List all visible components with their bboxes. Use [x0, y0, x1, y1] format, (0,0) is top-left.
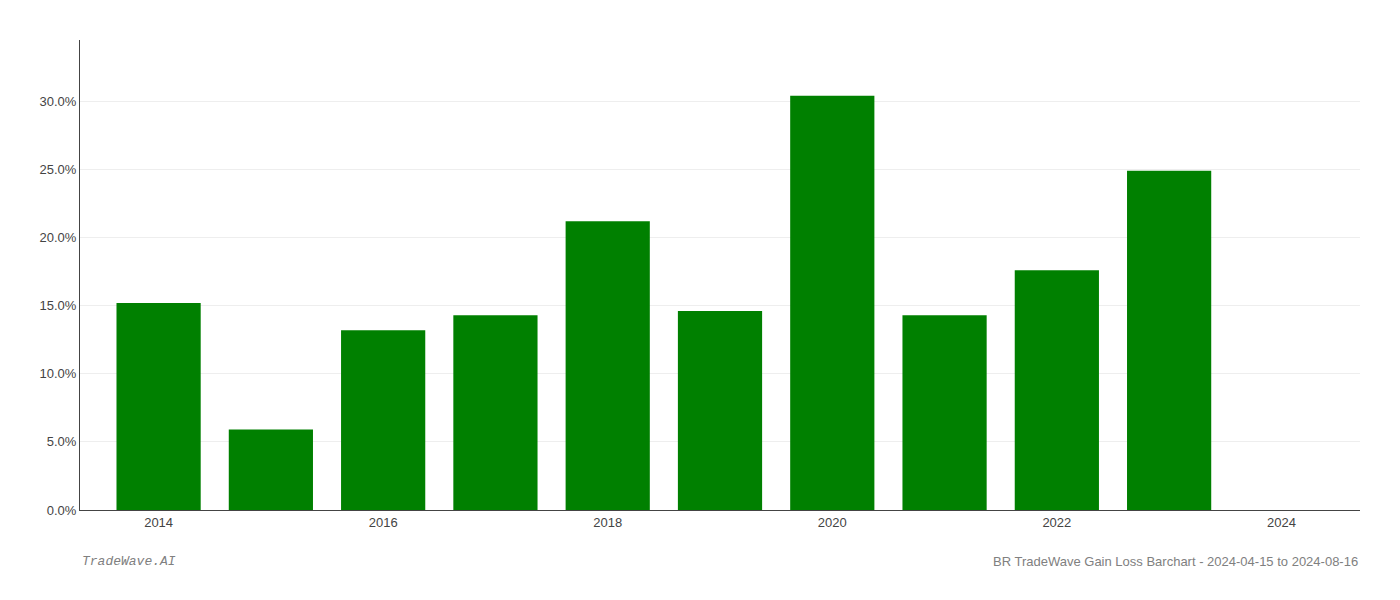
- svg-text:5.0%: 5.0%: [47, 434, 77, 449]
- svg-text:15.0%: 15.0%: [40, 298, 77, 313]
- svg-text:BR TradeWave Gain Loss Barchar: BR TradeWave Gain Loss Barchart - 2024-0…: [993, 554, 1358, 569]
- svg-text:TradeWave.AI: TradeWave.AI: [82, 554, 176, 569]
- svg-text:2020: 2020: [818, 515, 847, 530]
- svg-text:2016: 2016: [369, 515, 398, 530]
- svg-text:2024: 2024: [1267, 515, 1296, 530]
- svg-text:2014: 2014: [144, 515, 173, 530]
- svg-text:2022: 2022: [1042, 515, 1071, 530]
- svg-text:20.0%: 20.0%: [40, 230, 77, 245]
- svg-text:10.0%: 10.0%: [40, 366, 77, 381]
- svg-text:0.0%: 0.0%: [47, 503, 77, 518]
- svg-text:2018: 2018: [593, 515, 622, 530]
- svg-text:25.0%: 25.0%: [40, 162, 77, 177]
- svg-text:30.0%: 30.0%: [40, 94, 77, 109]
